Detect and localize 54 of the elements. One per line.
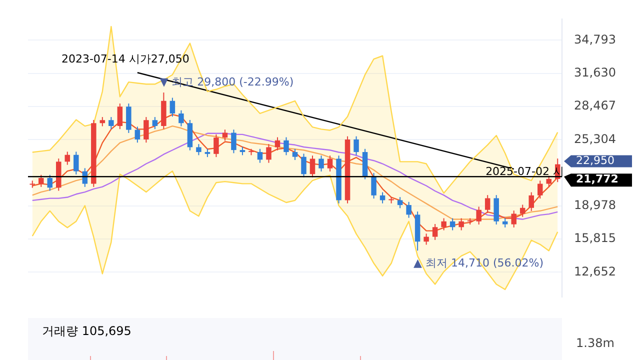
y-tick-label: 31,630 — [574, 65, 616, 80]
y-tick-label: 25,304 — [574, 132, 616, 146]
candlestick — [424, 233, 429, 246]
candlestick — [100, 116, 106, 127]
candlestick — [484, 194, 490, 214]
candlestick — [134, 126, 140, 144]
candlestick — [494, 194, 499, 226]
candlestick — [301, 153, 306, 178]
candlestick — [257, 148, 263, 164]
candlestick — [502, 218, 508, 228]
text: 22,950 — [576, 154, 614, 168]
candlestick — [30, 180, 36, 188]
candlestick — [450, 218, 456, 231]
candlestick — [458, 218, 464, 231]
candlestick — [432, 223, 438, 240]
candlestick — [327, 155, 333, 172]
candlestick — [64, 151, 70, 166]
candlestick — [511, 210, 516, 228]
candlestick — [231, 129, 236, 154]
candlestick — [152, 116, 158, 130]
candlestick — [108, 116, 114, 130]
candlestick — [266, 144, 272, 164]
y-tick-label: 18,978 — [574, 198, 616, 212]
candlestick — [214, 134, 219, 158]
candlestick — [144, 116, 149, 144]
ref-line-label: 21,772 — [576, 172, 618, 186]
candlestick — [126, 103, 132, 134]
candlestick — [397, 196, 403, 209]
text: 1.38m — [576, 336, 614, 350]
y-tick-label: 28,467 — [574, 98, 616, 113]
candlestick — [371, 172, 376, 200]
y-tick-label: 15,815 — [574, 231, 616, 246]
candlestick — [318, 155, 324, 172]
candlestick — [178, 110, 184, 127]
candlestick — [38, 174, 44, 188]
candlestick — [170, 97, 176, 118]
text: 거래량 105,695 — [42, 323, 132, 340]
candlestick — [117, 103, 123, 130]
candlestick — [354, 136, 359, 156]
candlestick — [47, 174, 53, 192]
y-tick-label: 34,793 — [574, 32, 616, 46]
candlestick — [537, 180, 543, 200]
y-tick-label: 12,652 — [574, 264, 616, 278]
candlestick — [74, 151, 79, 175]
candlestick — [284, 136, 289, 156]
candlestick — [441, 218, 446, 231]
candlestick — [310, 155, 316, 178]
candlestick — [274, 136, 280, 151]
candlestick — [528, 192, 534, 212]
candlestick — [406, 201, 412, 218]
candlestick — [292, 148, 298, 160]
candlestick — [546, 175, 552, 188]
candlestick — [196, 144, 202, 156]
candlestick — [476, 206, 482, 226]
